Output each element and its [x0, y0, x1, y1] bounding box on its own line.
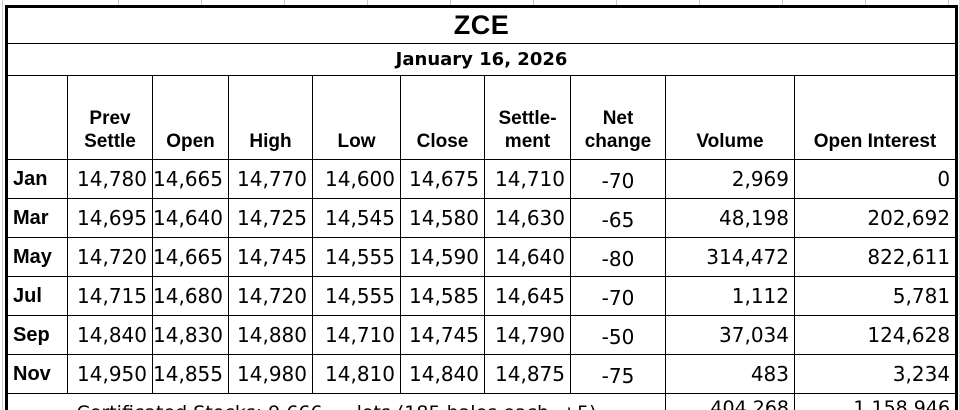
- low-cell: 14,600: [312, 159, 401, 199]
- open-cell: 14,640: [152, 198, 229, 238]
- table-row-may: May 14,720 14,665 14,745 14,555 14,590 1…: [6, 237, 958, 277]
- volume-cell: 37,034: [665, 315, 795, 355]
- exchange-title: ZCE: [5, 6, 958, 44]
- table-row-jul: Jul 14,715 14,680 14,720 14,555 14,585 1…: [6, 276, 958, 316]
- low-cell: 14,555: [312, 237, 401, 277]
- high-cell: 14,745: [228, 237, 313, 277]
- open-header: Open: [152, 75, 229, 160]
- footer-row: Certificated Stocks: 9,666 lots (185 bale…: [6, 393, 958, 410]
- prev-settle-cell: 14,715: [67, 276, 153, 316]
- open-cell: 14,830: [152, 315, 229, 355]
- settlement-cell: 14,710: [484, 159, 571, 199]
- open-interest-cell: 124,628: [793, 315, 958, 355]
- low-header: Low: [312, 75, 401, 160]
- certificated-stocks-label: Certificated Stocks: 9,666: [76, 402, 322, 410]
- prev-settle-cell: 14,840: [67, 315, 153, 355]
- total-volume-cell: 404,268: [665, 393, 795, 410]
- spreadsheet-gridlines-top: [0, 0, 959, 5]
- open-interest-cell: 822,611: [793, 237, 958, 277]
- month-cell: Mar: [6, 198, 68, 238]
- open-interest-cell: 202,692: [793, 198, 958, 238]
- date-row: January 16, 2026: [5, 43, 958, 76]
- table-row-mar: Mar 14,695 14,640 14,725 14,545 14,580 1…: [6, 198, 958, 238]
- prev-settle-cell: 14,950: [67, 354, 153, 394]
- close-cell: 14,675: [400, 159, 485, 199]
- futures-quote-table: ZCE January 16, 2026 Prev Settle Open Hi…: [5, 5, 959, 410]
- volume-cell: 483: [665, 354, 795, 394]
- month-cell: Nov: [6, 354, 68, 394]
- open-interest-cell: 5,781: [793, 276, 958, 316]
- high-cell: 14,770: [228, 159, 313, 199]
- settlement-cell: 14,640: [484, 237, 571, 277]
- prev-settle-cell: 14,780: [67, 159, 153, 199]
- certificated-stocks-cell: Certificated Stocks: 9,666 lots (185 bale…: [6, 393, 666, 410]
- volume-cell: 48,198: [665, 198, 795, 238]
- table-row-nov: Nov 14,950 14,855 14,980 14,810 14,840 1…: [6, 354, 958, 394]
- prev-settle-cell: 14,720: [67, 237, 153, 277]
- high-cell: 14,725: [228, 198, 313, 238]
- net-change-cell: -80: [570, 237, 666, 277]
- close-cell: 14,745: [400, 315, 485, 355]
- volume-cell: 314,472: [665, 237, 795, 277]
- open-interest-header: Open Interest: [793, 75, 958, 160]
- month-cell: May: [6, 237, 68, 277]
- settlement-cell: 14,630: [484, 198, 571, 238]
- table-row-jan: Jan 14,780 14,665 14,770 14,600 14,675 1…: [6, 159, 958, 199]
- high-header: High: [228, 75, 313, 160]
- open-cell: 14,665: [152, 237, 229, 277]
- header-row: Prev Settle Open High Low Close Settle- …: [6, 75, 958, 160]
- net-change-cell: -50: [570, 315, 666, 355]
- trade-date: January 16, 2026: [5, 43, 958, 76]
- title-row: ZCE: [5, 6, 958, 44]
- total-open-interest-cell: 1,158,946: [793, 393, 958, 410]
- prev-settle-cell: 14,695: [67, 198, 153, 238]
- low-cell: 14,710: [312, 315, 401, 355]
- net-change-cell: -70: [570, 276, 666, 316]
- net-change-cell: -65: [570, 198, 666, 238]
- low-cell: 14,810: [312, 354, 401, 394]
- close-cell: 14,840: [400, 354, 485, 394]
- table-row-sep: Sep 14,840 14,830 14,880 14,710 14,745 1…: [6, 315, 958, 355]
- month-column-header: [6, 75, 68, 160]
- close-cell: 14,580: [400, 198, 485, 238]
- high-cell: 14,720: [228, 276, 313, 316]
- volume-cell: 1,112: [665, 276, 795, 316]
- open-cell: 14,680: [152, 276, 229, 316]
- volume-header: Volume: [665, 75, 795, 160]
- month-cell: Sep: [6, 315, 68, 355]
- settlement-cell: 14,875: [484, 354, 571, 394]
- net-change-header: Net change: [570, 75, 666, 160]
- settlement-header: Settle- ment: [484, 75, 571, 160]
- month-cell: Jul: [6, 276, 68, 316]
- low-cell: 14,545: [312, 198, 401, 238]
- open-interest-cell: 0: [793, 159, 958, 199]
- low-cell: 14,555: [312, 276, 401, 316]
- prev-settle-header: Prev Settle: [67, 75, 153, 160]
- open-cell: 14,665: [152, 159, 229, 199]
- volume-cell: 2,969: [665, 159, 795, 199]
- net-change-cell: -70: [570, 159, 666, 199]
- spreadsheet-gridline-left: [2, 0, 3, 410]
- net-change-cell: -75: [570, 354, 666, 394]
- high-cell: 14,880: [228, 315, 313, 355]
- close-cell: 14,585: [400, 276, 485, 316]
- open-cell: 14,855: [152, 354, 229, 394]
- settlement-cell: 14,790: [484, 315, 571, 355]
- lots-label: lots (185 bales each, ±5): [357, 402, 597, 410]
- high-cell: 14,980: [228, 354, 313, 394]
- settlement-cell: 14,645: [484, 276, 571, 316]
- close-header: Close: [400, 75, 485, 160]
- month-cell: Jan: [6, 159, 68, 199]
- close-cell: 14,590: [400, 237, 485, 277]
- open-interest-cell: 3,234: [793, 354, 958, 394]
